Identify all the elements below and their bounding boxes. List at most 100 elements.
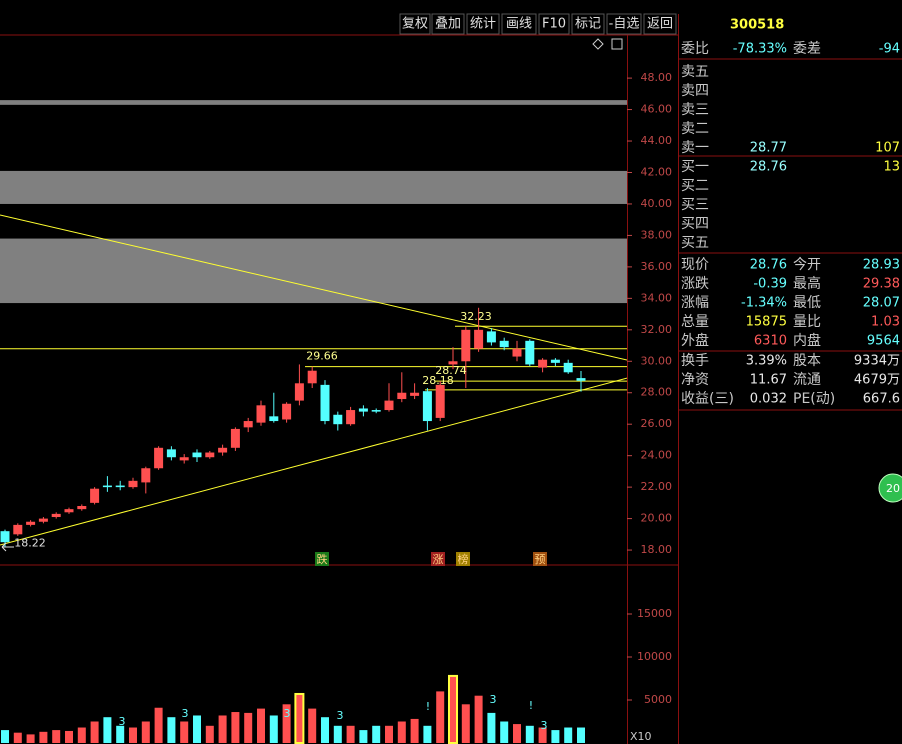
book-volume: 107 [875,141,900,156]
volume-bar [410,718,419,743]
candle-body [435,384,445,418]
stat-label: 净资 [681,372,709,388]
signal-text: 涨 [433,553,444,566]
volume-bar [538,727,547,743]
book-label: 卖五 [681,64,709,80]
stat-value: 0.032 [750,392,787,407]
toolbar-label[interactable]: F10 [542,17,566,32]
candle-body [371,410,381,412]
stock-code: 300518 [730,18,784,33]
price-label: 28.18 [422,374,454,387]
toolbar-label[interactable]: 标记 [575,17,601,32]
volume-bar [372,725,381,743]
volume-bar [474,695,483,743]
toolbar-label[interactable]: -自选 [609,17,640,32]
volume-bar [359,730,368,743]
toolbar-button[interactable] [571,13,605,35]
toolbar-label[interactable]: 叠加 [435,17,461,32]
toolbar-button[interactable] [466,13,500,35]
stat-value: 28.93 [863,258,900,273]
candle-body [192,452,202,458]
stat-label: 涨幅 [681,295,709,311]
toolbar-button[interactable] [643,13,677,35]
volume-bar [346,725,355,743]
toolbar-label[interactable]: 画线 [506,17,532,32]
stat-label: 最低 [793,295,821,311]
y-tick-label: 36.00 [641,260,673,273]
volume-bar [77,727,86,743]
volume-bar [231,712,240,743]
chart-tools[interactable] [592,38,623,50]
candle-body [115,485,125,488]
toolbar-label[interactable]: 复权 [402,16,428,32]
volume-bar [52,730,61,743]
volume-bar [90,721,99,743]
volume-bar [321,717,329,743]
book-label: 买四 [681,216,709,232]
candle-body [179,457,189,461]
stat-label: 量比 [793,314,821,330]
float-widget[interactable] [878,473,902,503]
candle-body [243,421,253,428]
toolbar-button[interactable] [538,13,570,35]
book-label: 卖一 [681,140,709,156]
stat-label: 内盘 [793,332,821,349]
widget-label: 20 [886,482,900,495]
volume-note: 3 [182,707,189,720]
candle-body [64,509,74,513]
book-volume: 13 [883,160,900,175]
book-label: 卖三 [681,102,709,118]
volume-bar [564,727,573,743]
volume-bar [141,721,150,743]
stat-value: 29.38 [863,277,900,292]
candle-body [499,340,509,348]
book-price: 28.76 [750,160,787,175]
volume-bar [551,730,560,743]
y-tick-label: 22.00 [641,480,673,493]
stat-value: 6310 [754,334,787,349]
volume-bar [167,717,176,743]
price-label: 29.66 [306,350,338,363]
stat-label: 最高 [793,275,821,292]
candle-body [410,392,420,396]
volume-bar [1,730,9,743]
volume-bar [487,712,496,743]
signal-marker [315,552,329,566]
y-tick-label: 48.00 [641,71,673,84]
candle-body [486,331,496,343]
volume-bar [103,717,112,743]
candle-body [333,414,343,425]
stat-value: -1.34% [741,296,787,311]
trendline [0,214,627,361]
volume-bar [26,734,35,743]
stat-value: 667.6 [863,392,900,407]
toolbar-button[interactable] [399,13,431,35]
volume-bar [13,732,22,743]
candle-body [294,383,304,401]
candle-body [422,391,432,422]
quote-value: -78.33% [733,42,787,57]
toolbar-button[interactable] [431,13,465,35]
candle-body [90,488,100,503]
y-tick-label: 34.00 [641,291,673,304]
candle-body [550,359,560,363]
toolbar-label[interactable]: 统计 [470,17,496,32]
volume-note: 3 [490,693,497,706]
stat-label: 今开 [793,257,821,273]
toolbar-label[interactable]: 返回 [647,17,673,32]
volume-bar [448,674,458,744]
candle-body [205,452,215,458]
volume-bar [423,725,432,743]
stat-label: 流通 [793,372,821,388]
candle-body [0,531,10,543]
toolbar-button[interactable] [501,13,537,35]
volume-bar [333,725,342,743]
stat-value: 3.39% [746,354,787,369]
y-tick-label: 38.00 [641,228,673,241]
stat-label: 涨跌 [681,276,709,292]
volume-bar [308,708,317,743]
toolbar-button[interactable] [606,13,642,35]
